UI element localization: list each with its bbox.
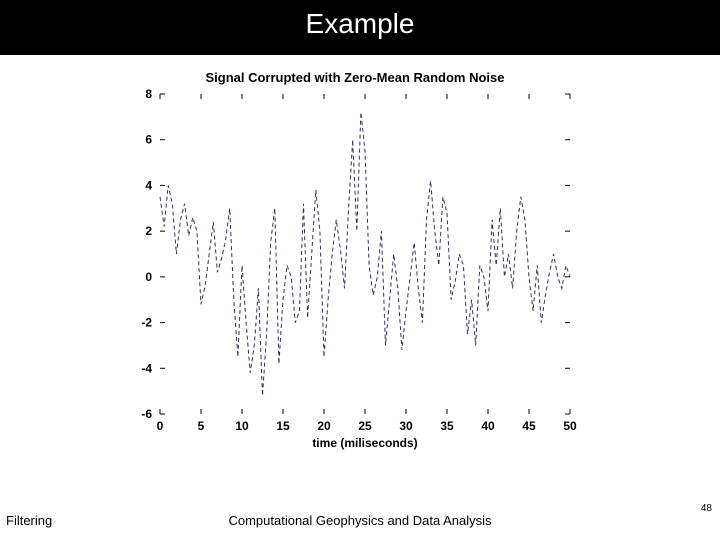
x-tick-label: 0 [157, 419, 164, 433]
page-number: 48 [701, 503, 712, 514]
signal-chart: Signal Corrupted with Zero-Mean Random N… [120, 70, 590, 450]
plot-area: 05101520253035404550-6-4-202468 [160, 94, 570, 414]
slide-title: Example [0, 0, 720, 55]
x-axis-label: time (miliseconds) [160, 436, 570, 450]
y-tick-label: 2 [145, 224, 152, 238]
chart-title: Signal Corrupted with Zero-Mean Random N… [120, 70, 590, 85]
signal-line [160, 112, 570, 395]
x-tick-label: 35 [440, 419, 454, 433]
y-tick-label: 4 [145, 178, 152, 192]
x-tick-label: 20 [317, 419, 331, 433]
x-tick-label: 5 [198, 419, 205, 433]
x-tick-label: 40 [481, 419, 495, 433]
x-tick-label: 45 [522, 419, 536, 433]
footer-center: Computational Geophysics and Data Analys… [0, 513, 720, 528]
slide: Example Signal Corrupted with Zero-Mean … [0, 0, 720, 540]
x-tick-label: 10 [235, 419, 249, 433]
y-tick-label: 0 [145, 270, 152, 284]
x-tick-label: 25 [358, 419, 372, 433]
y-tick-label: 8 [145, 87, 152, 101]
y-tick-label: -6 [141, 407, 152, 421]
x-tick-label: 50 [563, 419, 577, 433]
x-tick-label: 30 [399, 419, 413, 433]
x-tick-label: 15 [276, 419, 290, 433]
y-tick-label: 6 [145, 133, 152, 147]
y-tick-label: -2 [141, 316, 152, 330]
y-tick-label: -4 [141, 361, 152, 375]
